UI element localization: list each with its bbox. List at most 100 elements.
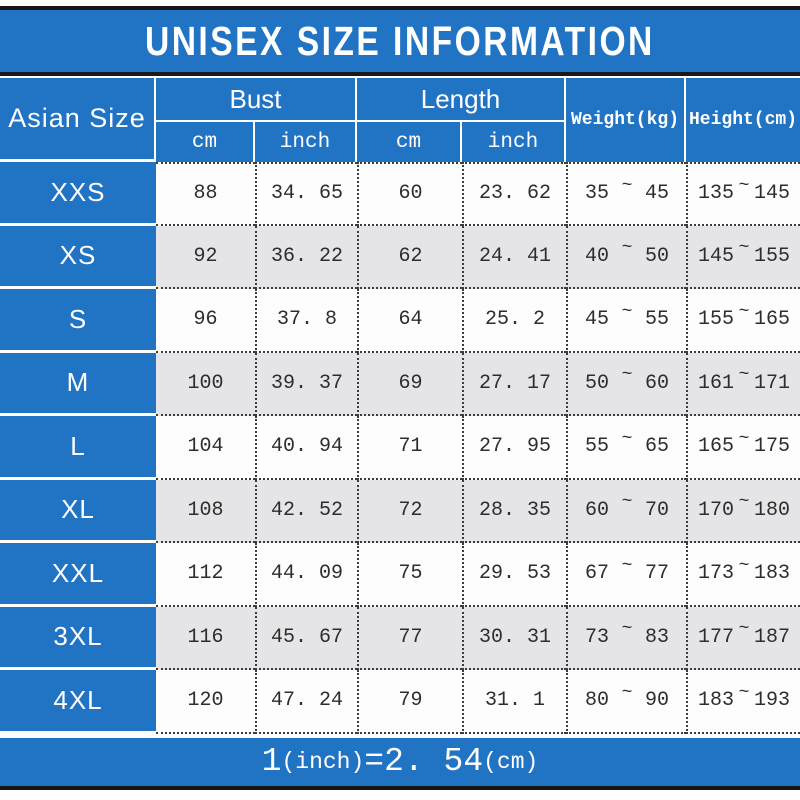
bust-cm-cell: 108 [156,479,255,543]
height-min: 170 [698,498,735,522]
height-range-cell: 155 ~165 [686,289,800,353]
height-range-cell: 161 ~171 [686,352,800,416]
tilde-symbol: ~ [621,175,633,196]
bust-inch-cell: 40. 94 [255,416,357,480]
length-cm-cell: 62 [357,225,462,289]
height-max: 193 [753,689,790,713]
size-cell: XXL [0,543,156,607]
conversion-note-equals: =2. 54 [364,743,484,780]
tilde-symbol: ~ [621,619,633,640]
height-min: 145 [698,244,735,268]
bust-inch-cell: 39. 37 [255,352,357,416]
weight-max: 50 [644,244,669,268]
length-cm-cell: 69 [357,352,462,416]
bust-cm-cell: 112 [156,543,255,607]
height-max: 180 [753,498,790,522]
header-cell-weight: Weight(kg) [566,76,686,162]
length-inch-cell: 28. 35 [462,479,566,543]
height-max: 187 [753,625,790,649]
length-inch-cell: 27. 95 [462,416,566,480]
bust-inch-cell: 34. 65 [255,162,357,226]
weight-range-cell: 35 ~45 [566,162,686,226]
height-max: 175 [753,435,790,459]
length-cm-cell: 64 [357,289,462,353]
header-cell-bust-cm: cm [156,122,255,162]
height-range-cell: 165 ~175 [686,416,800,480]
bust-cm-cell: 100 [156,352,255,416]
tilde-symbol: ~ [621,682,633,703]
height-range-cell: 183 ~193 [686,670,800,734]
size-cell: XXS [0,162,156,226]
conversion-note-banner: 1 (inch) =2. 54 (cm) [0,737,800,786]
size-table: Asian Size Bust Length Weight(kg) Height… [0,76,800,734]
height-range-cell: 135 ~145 [686,162,800,226]
weight-range-cell: 50 ~60 [566,352,686,416]
bust-inch-cell: 44. 09 [255,543,357,607]
height-max: 165 [753,308,790,332]
conversion-note-cm-label: (cm) [483,748,539,775]
size-cell: XL [0,479,156,543]
top-black-rule [0,6,800,10]
weight-min: 50 [585,371,610,395]
title-bottom-rule [0,72,800,76]
footer-gap [0,733,800,738]
length-inch-cell: 29. 53 [462,543,566,607]
length-cm-cell: 72 [357,479,462,543]
length-cm-cell: 71 [357,416,462,480]
bust-cm-cell: 88 [156,162,255,226]
length-cm-cell: 77 [357,606,462,670]
bust-inch-cell: 37. 8 [255,289,357,353]
height-min: 165 [698,435,735,459]
weight-min: 40 [585,244,610,268]
size-cell: 4XL [0,670,156,734]
height-range-cell: 170 ~180 [686,479,800,543]
weight-max: 65 [644,435,669,459]
weight-max: 55 [644,308,669,332]
header-cell-length-cm: cm [357,122,462,162]
tilde-symbol: ~ [621,492,633,513]
height-max: 145 [753,182,790,206]
weight-range-cell: 60 ~70 [566,479,686,543]
header-cell-height: Height(cm) [686,76,800,162]
height-max: 171 [753,371,790,395]
bust-cm-cell: 116 [156,606,255,670]
length-inch-cell: 31. 1 [462,670,566,734]
size-cell: L [0,416,156,480]
header-cell-asian-size: Asian Size [0,76,156,162]
weight-min: 55 [585,435,610,459]
height-range-cell: 145 ~155 [686,225,800,289]
bust-inch-cell: 45. 67 [255,606,357,670]
size-cell: XS [0,225,156,289]
height-min: 173 [698,562,735,586]
weight-max: 60 [644,371,669,395]
weight-max: 77 [644,562,669,586]
weight-min: 73 [585,625,610,649]
weight-max: 70 [644,498,669,522]
height-min: 155 [698,308,735,332]
tilde-symbol: ~ [738,238,750,259]
length-inch-cell: 27. 17 [462,352,566,416]
top-margin [0,0,800,6]
size-cell: 3XL [0,606,156,670]
weight-range-cell: 40 ~50 [566,225,686,289]
bottom-black-rule [0,785,800,790]
height-max: 155 [753,244,790,268]
length-inch-cell: 25. 2 [462,289,566,353]
weight-min: 80 [585,689,610,713]
tilde-symbol: ~ [738,301,750,322]
tilde-symbol: ~ [738,682,750,703]
tilde-symbol: ~ [738,619,750,640]
weight-min: 67 [585,562,610,586]
header-cell-bust: Bust [156,76,357,122]
tilde-symbol: ~ [621,301,633,322]
header-cell-length-inch: inch [462,122,566,162]
size-cell: S [0,289,156,353]
bust-cm-cell: 92 [156,225,255,289]
bust-cm-cell: 104 [156,416,255,480]
weight-range-cell: 45 ~55 [566,289,686,353]
height-min: 177 [698,625,735,649]
weight-range-cell: 80 ~90 [566,670,686,734]
tilde-symbol: ~ [621,238,633,259]
conversion-note-inch-label: (inch) [281,748,365,775]
